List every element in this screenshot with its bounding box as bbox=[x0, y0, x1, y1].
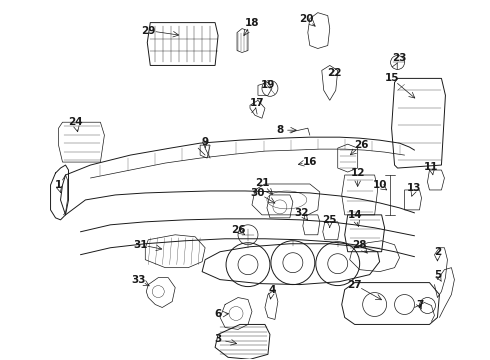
Text: 5: 5 bbox=[434, 270, 441, 280]
Text: 23: 23 bbox=[392, 54, 407, 63]
Text: 4: 4 bbox=[268, 284, 275, 294]
Text: 26: 26 bbox=[231, 225, 245, 235]
Text: 3: 3 bbox=[215, 334, 221, 345]
Text: 18: 18 bbox=[245, 18, 259, 28]
Text: 24: 24 bbox=[68, 117, 83, 127]
Text: 27: 27 bbox=[347, 280, 362, 289]
Text: 10: 10 bbox=[372, 180, 387, 190]
Text: 6: 6 bbox=[215, 310, 221, 319]
Text: 28: 28 bbox=[352, 240, 367, 250]
Text: 2: 2 bbox=[434, 247, 441, 257]
Text: 30: 30 bbox=[251, 188, 265, 198]
Text: 19: 19 bbox=[261, 80, 275, 90]
Text: 7: 7 bbox=[416, 300, 423, 310]
Text: 17: 17 bbox=[249, 98, 264, 108]
Text: 22: 22 bbox=[327, 68, 342, 78]
Text: 21: 21 bbox=[255, 178, 269, 188]
Text: 29: 29 bbox=[141, 26, 155, 36]
Text: 1: 1 bbox=[55, 180, 62, 190]
Text: 12: 12 bbox=[350, 168, 365, 178]
Text: 26: 26 bbox=[354, 140, 369, 150]
Text: 14: 14 bbox=[347, 210, 362, 220]
Text: 8: 8 bbox=[276, 125, 284, 135]
Text: 20: 20 bbox=[299, 14, 314, 24]
Text: 11: 11 bbox=[424, 162, 439, 172]
Text: 16: 16 bbox=[302, 157, 317, 167]
Text: 31: 31 bbox=[133, 240, 147, 250]
Text: 32: 32 bbox=[294, 208, 309, 218]
Text: 15: 15 bbox=[384, 73, 399, 84]
Text: 9: 9 bbox=[201, 137, 209, 147]
Text: 33: 33 bbox=[131, 275, 146, 285]
Text: 25: 25 bbox=[322, 215, 337, 225]
Text: 13: 13 bbox=[407, 183, 422, 193]
